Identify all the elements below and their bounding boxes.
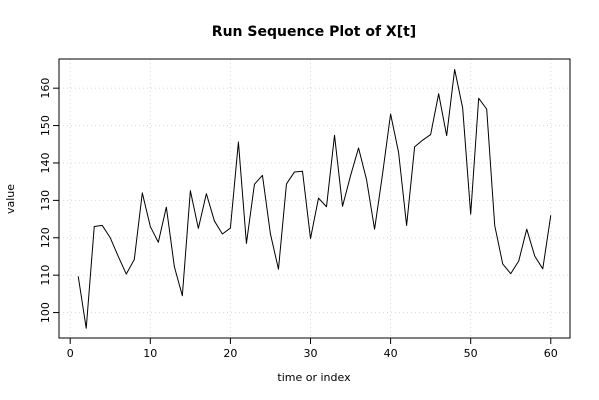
y-tick-label: 100 [39, 302, 52, 323]
y-tick-label: 120 [39, 227, 52, 248]
x-tick-label: 50 [464, 347, 478, 360]
chart-title: Run Sequence Plot of X[t] [212, 24, 416, 40]
x-tick-label: 40 [384, 347, 398, 360]
x-tick-label: 30 [303, 347, 317, 360]
y-tick-label: 140 [39, 152, 52, 173]
y-tick-label: 160 [39, 78, 52, 99]
x-tick-label: 10 [143, 347, 157, 360]
axes: 0 10 20 30 40 50 60 100 110 120 130 140 150 160 [39, 78, 558, 360]
x-tick-label: 20 [223, 347, 237, 360]
y-tick-label: 150 [39, 115, 52, 136]
y-tick-label: 130 [39, 190, 52, 211]
x-tick-label: 0 [67, 347, 74, 360]
y-axis-label: value [4, 184, 17, 214]
x-tick-label: 60 [544, 347, 558, 360]
series [77, 68, 552, 329]
y-tick-label: 110 [39, 265, 52, 286]
x-axis-label: time or index [277, 371, 351, 384]
plot-frame [58, 58, 571, 339]
series-line [77, 68, 552, 329]
grid [59, 59, 570, 338]
